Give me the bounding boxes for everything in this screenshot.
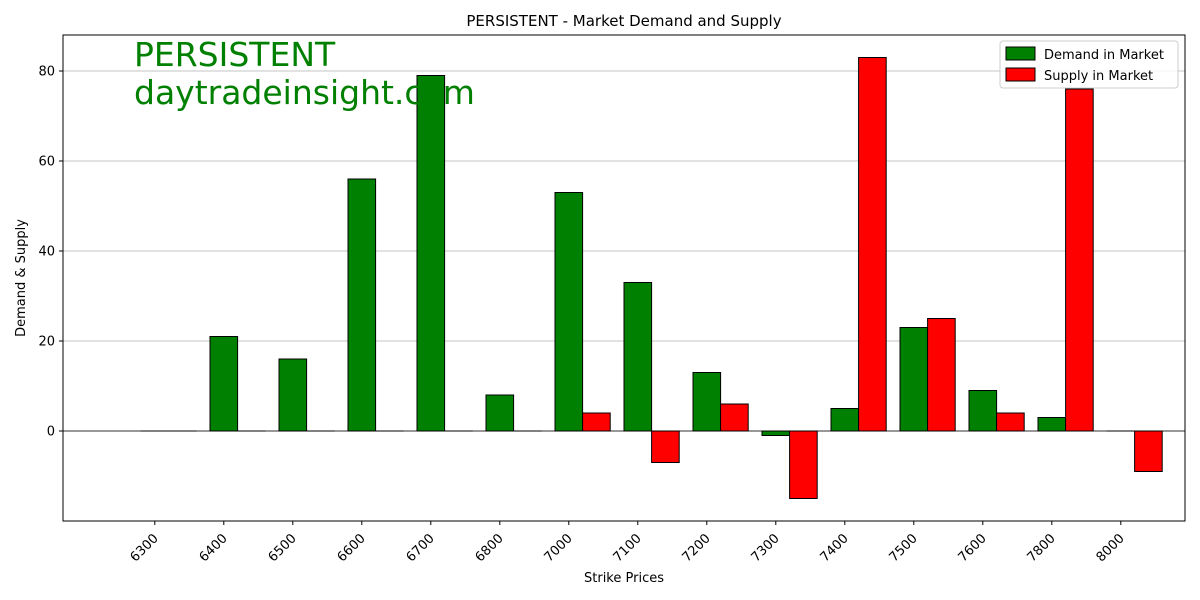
bars bbox=[140, 57, 1163, 499]
supply-bar bbox=[858, 57, 887, 432]
y-tick-label: 0 bbox=[47, 425, 55, 440]
demand-bar bbox=[347, 178, 377, 432]
demand-bar bbox=[209, 336, 239, 432]
legend-swatch-supply bbox=[1005, 67, 1036, 82]
supply-bar bbox=[720, 403, 749, 432]
supply-bar bbox=[1065, 88, 1094, 432]
y-tick-label: 40 bbox=[38, 245, 55, 260]
legend-label-demand: Demand in Market bbox=[1044, 48, 1164, 63]
demand-bar bbox=[761, 430, 791, 436]
supply-bar bbox=[651, 430, 680, 463]
legend-swatch-demand bbox=[1005, 46, 1036, 61]
demand-bar bbox=[692, 372, 722, 432]
demand-bar bbox=[623, 282, 653, 432]
x-axis-title: Strike Prices bbox=[584, 571, 664, 586]
demand-bar bbox=[899, 327, 929, 432]
supply-bar bbox=[927, 318, 956, 432]
demand-bar bbox=[278, 358, 308, 432]
supply-bar bbox=[582, 412, 611, 432]
y-tick-label: 60 bbox=[38, 155, 55, 170]
legend-label-supply: Supply in Market bbox=[1044, 69, 1153, 84]
supply-bar bbox=[996, 412, 1025, 432]
plot-frame bbox=[62, 34, 1186, 522]
demand-bar bbox=[1037, 417, 1067, 432]
watermark-site: daytradeinsight.com bbox=[134, 73, 475, 112]
y-axis-ticks: 0 20 40 60 80 bbox=[38, 65, 63, 440]
demand-bar bbox=[830, 408, 860, 432]
supply-bar bbox=[789, 430, 818, 499]
chart-title: PERSISTENT - Market Demand and Supply bbox=[466, 12, 781, 30]
y-tick-label: 20 bbox=[38, 335, 55, 350]
supply-bar bbox=[1134, 430, 1163, 472]
demand-bar bbox=[416, 75, 446, 432]
legend: Demand in Market Supply in Market bbox=[999, 40, 1179, 89]
demand-bar bbox=[968, 390, 998, 432]
y-tick-label: 80 bbox=[38, 65, 55, 80]
legend-box bbox=[999, 40, 1179, 89]
demand-bar bbox=[554, 192, 584, 432]
y-axis-title: Demand & Supply bbox=[14, 219, 29, 337]
demand-bar bbox=[485, 394, 515, 432]
watermark-title: PERSISTENT bbox=[134, 35, 336, 74]
